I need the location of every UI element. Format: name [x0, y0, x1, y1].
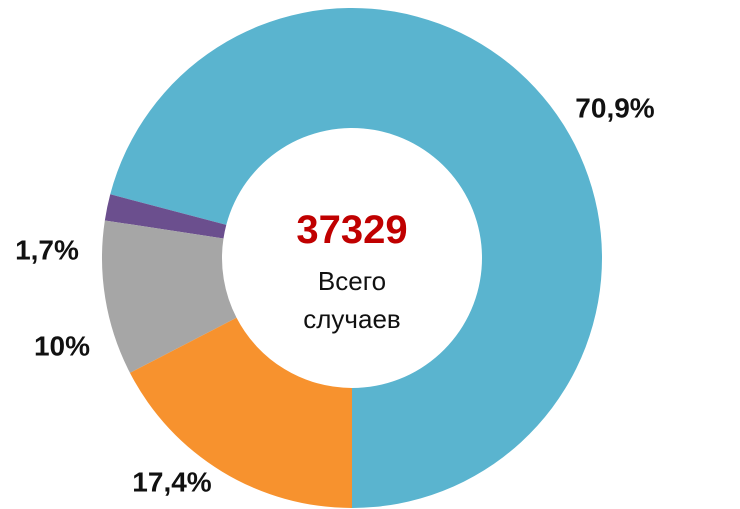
- data-label: 17,4%: [132, 466, 211, 497]
- data-label: 70,9%: [575, 92, 654, 123]
- donut-segment: [110, 8, 602, 509]
- data-label: 1,7%: [15, 234, 79, 265]
- total-value: 37329: [296, 208, 408, 252]
- donut-segment: [129, 317, 352, 508]
- data-label: 10%: [34, 330, 90, 361]
- donut-segment: [104, 194, 227, 239]
- total-label: Всего случаев: [303, 266, 401, 334]
- donut-segment: [102, 220, 237, 373]
